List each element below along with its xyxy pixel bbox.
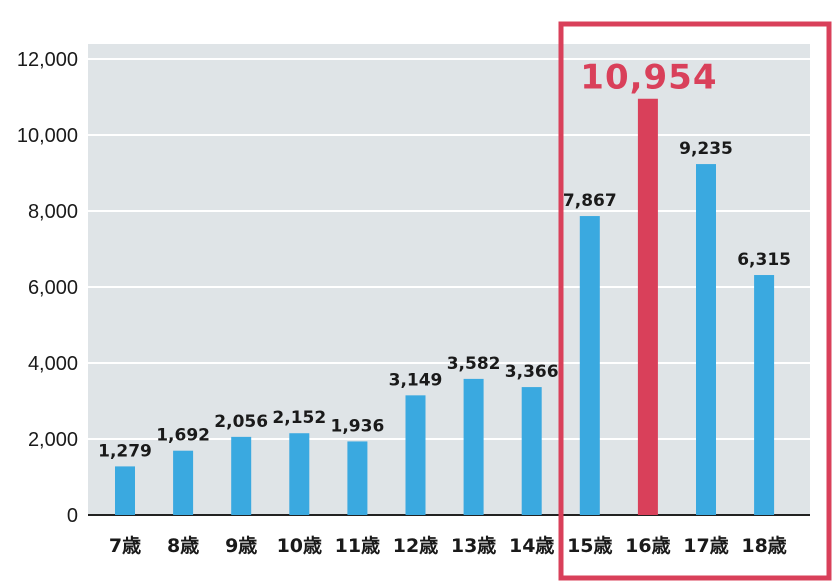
x-tick-label: 12歳 xyxy=(393,535,438,557)
bar xyxy=(754,275,775,515)
x-tick-label: 16歳 xyxy=(625,535,670,557)
bar xyxy=(405,395,426,515)
value-label: 2,152 xyxy=(272,408,326,428)
x-axis: 7歳 8歳 9歳 10歳 11歳 12歳 13歳 14歳 15歳 16歳 17歳 18歳 xyxy=(109,535,787,557)
bar xyxy=(696,164,716,515)
y-tick-label: 0 xyxy=(67,505,78,527)
value-label: 3,582 xyxy=(447,354,501,374)
value-label: 3,366 xyxy=(505,362,559,382)
x-tick-label: 8歳 xyxy=(167,535,199,557)
value-label: 3,149 xyxy=(389,370,443,390)
value-label: 1,692 xyxy=(156,426,210,446)
bar xyxy=(231,436,252,515)
x-tick-label: 7歳 xyxy=(109,535,141,557)
y-tick-label: 12,000 xyxy=(17,49,78,71)
bar xyxy=(521,387,542,515)
bar xyxy=(463,378,484,515)
x-tick-label: 17歳 xyxy=(683,535,728,557)
x-tick-label: 9歳 xyxy=(225,535,257,557)
bars xyxy=(115,98,775,516)
value-label: 7,867 xyxy=(563,191,617,211)
value-label: 9,235 xyxy=(679,139,733,159)
y-axis: 0 2,000 4,000 6,000 8,000 10,000 12,000 xyxy=(17,49,78,527)
bar xyxy=(579,216,600,515)
y-tick-label: 6,000 xyxy=(28,277,78,299)
value-label: 1,936 xyxy=(331,416,385,436)
bar xyxy=(115,466,135,515)
highlight-box xyxy=(558,21,832,581)
bar xyxy=(173,450,194,515)
x-tick-label: 15歳 xyxy=(567,535,612,557)
x-tick-label: 11歳 xyxy=(335,535,380,557)
y-tick-label: 2,000 xyxy=(28,429,78,451)
y-tick-label: 8,000 xyxy=(28,201,78,223)
value-label: 2,056 xyxy=(214,412,268,432)
x-tick-label: 10歳 xyxy=(277,535,322,557)
plot-background xyxy=(88,44,810,516)
value-label-highlight: 10,954 xyxy=(580,58,717,98)
x-tick-label: 14歳 xyxy=(509,535,554,557)
value-label: 1,279 xyxy=(98,441,152,461)
gridlines xyxy=(88,58,810,440)
x-tick-label: 13歳 xyxy=(451,535,496,557)
y-tick-label: 10,000 xyxy=(17,125,78,147)
bar-highlight xyxy=(637,98,658,516)
bar xyxy=(289,433,310,515)
value-label: 6,315 xyxy=(737,250,791,270)
y-tick-label: 4,000 xyxy=(28,353,78,375)
bar xyxy=(347,441,368,515)
x-tick-label: 18歳 xyxy=(741,535,786,557)
